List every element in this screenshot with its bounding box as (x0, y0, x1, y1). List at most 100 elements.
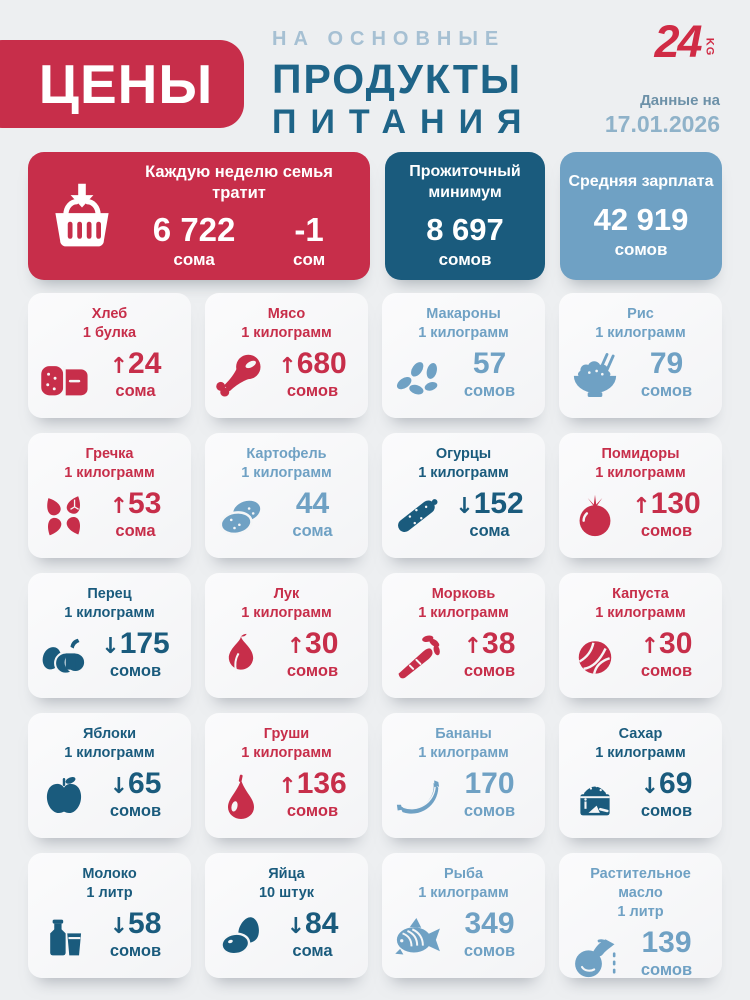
product-card: Макароны 1 килограмм 57 сомов (382, 293, 545, 418)
product-name: Сахар (618, 726, 663, 742)
product-price-row: 139 сомов (567, 927, 714, 980)
product-price-value: ↓175 (101, 626, 170, 660)
product-quantity: 1 литр (617, 903, 664, 920)
brand-logo-number: 24 (654, 16, 702, 67)
trend-arrow: ↓ (286, 913, 306, 939)
product-quantity: 1 килограмм (595, 324, 686, 341)
product-card: Огурцы 1 килограмм ↓152 сома (382, 433, 545, 558)
trend-arrow: ↓ (455, 493, 474, 519)
pepper-icon (38, 629, 90, 681)
product-price-unit: сомов (640, 801, 693, 820)
product-quantity: 1 булка (82, 324, 137, 341)
trend-arrow: ↑ (632, 493, 651, 519)
product-price: ↑680 сомов (267, 348, 358, 401)
trend-arrow: ↑ (278, 773, 297, 799)
product-name: Рыба (443, 866, 484, 882)
product-card: Морковь 1 килограмм ↑38 сомов (382, 573, 545, 698)
average-salary-unit: сомов (614, 239, 668, 259)
product-card: Бананы 1 килограмм 170 сомов (382, 713, 545, 838)
trend-arrow: ↑ (278, 353, 297, 379)
average-salary-title: Средняя зарплата (568, 173, 714, 191)
product-quantity: 1 килограмм (418, 744, 509, 761)
page-title-main: ЦЕНЫ (38, 53, 214, 115)
product-quantity: 1 килограмм (595, 464, 686, 481)
product-quantity: 1 килограмм (418, 604, 509, 621)
product-price-unit: сомов (463, 381, 516, 400)
product-card: Сахар 1 килограмм ↓69 сомов (559, 713, 722, 838)
trend-arrow: ↑ (286, 633, 306, 659)
weekly-delta-value: -1 (294, 211, 324, 249)
product-price-value: ↓65 (109, 766, 162, 800)
product-price-row: 44 сома (213, 486, 360, 541)
product-price: ↓65 сомов (90, 766, 181, 821)
product-price: 170 сомов (444, 768, 535, 821)
product-price-value: ↑24 (109, 346, 162, 380)
product-name: Помидоры (601, 446, 680, 462)
product-name: Гречка (85, 446, 134, 462)
product-label: Макароны 1 килограмм (390, 305, 537, 343)
product-label: Яблоки 1 килограмм (36, 725, 183, 763)
product-quantity: 1 килограмм (64, 464, 155, 481)
product-price-unit: сома (115, 381, 156, 400)
apple-icon (38, 769, 90, 821)
product-name: Перец (87, 586, 132, 602)
product-card: Картофель 1 килограмм 44 сома (205, 433, 368, 558)
product-card: Растительное масло 1 литр 139 сомов (559, 853, 722, 980)
product-label: Капуста 1 килограмм (567, 585, 714, 623)
product-price-value: ↓69 (640, 766, 693, 800)
trend-arrow: ↓ (109, 913, 129, 939)
product-price-value: ↓152 (455, 486, 524, 520)
product-price-row: 57 сомов (390, 346, 537, 401)
product-name: Рис (627, 306, 654, 322)
product-price-value: 57 (472, 346, 507, 380)
product-card: Яблоки 1 килограмм ↓65 сомов (28, 713, 191, 838)
fish-icon (392, 909, 444, 961)
product-quantity: 1 килограмм (418, 884, 509, 901)
product-label: Рыба 1 килограмм (390, 865, 537, 903)
product-label: Яйца 10 штук (213, 865, 360, 903)
product-label: Гречка 1 килограмм (36, 445, 183, 483)
product-name: Яйца (268, 866, 305, 882)
product-price-row: ↓152 сома (390, 486, 537, 541)
product-card: Молоко 1 литр ↓58 сомов (28, 853, 191, 978)
product-card: Груши 1 килограмм ↑136 сомов (205, 713, 368, 838)
product-price-row: ↑130 сомов (567, 488, 714, 541)
product-price-row: ↑53 сома (36, 488, 183, 541)
product-price-row: ↑30 сомов (567, 628, 714, 681)
product-card: Капуста 1 килограмм ↑30 сомов (559, 573, 722, 698)
product-label: Лук 1 килограмм (213, 585, 360, 623)
product-price-unit: сомов (109, 801, 162, 820)
product-price: 44 сома (267, 486, 358, 541)
product-card: Рыба 1 килограмм 349 сомов (382, 853, 545, 978)
product-price-row: ↑136 сомов (213, 768, 360, 821)
product-price-value: ↓84 (286, 906, 339, 940)
product-quantity: 1 килограмм (64, 604, 155, 621)
product-name: Морковь (431, 586, 496, 602)
pear-icon (215, 769, 267, 821)
product-price-unit: сомов (286, 801, 339, 820)
product-price-value: ↑38 (463, 626, 516, 660)
product-card: Перец 1 килограмм ↓175 сомов (28, 573, 191, 698)
product-price-row: ↓175 сомов (36, 626, 183, 681)
product-card: Гречка 1 килограмм ↑53 сома (28, 433, 191, 558)
weekly-amount-value: 6 722 (152, 211, 236, 249)
eggs-icon (215, 909, 267, 961)
product-label: Мясо 1 килограмм (213, 305, 360, 343)
product-price-row: ↑30 сомов (213, 628, 360, 681)
trend-arrow: ↑ (463, 633, 483, 659)
product-price: ↑38 сомов (444, 626, 535, 681)
product-card: Помидоры 1 килограмм ↑130 сомов (559, 433, 722, 558)
product-price: 79 сомов (621, 348, 712, 401)
product-price-row: ↓65 сомов (36, 766, 183, 821)
brand-logo-24kg: 24 KG (654, 16, 718, 67)
date-label: Данные на (640, 92, 720, 109)
product-price-value: 44 (295, 486, 330, 520)
product-price: ↑30 сомов (621, 628, 712, 681)
product-price: 349 сомов (444, 908, 535, 961)
product-name: Лук (273, 586, 300, 602)
product-label: Груши 1 килограмм (213, 725, 360, 763)
product-price-unit: сомов (286, 661, 339, 680)
data-date-block: Данные на 17.01.2026 (605, 92, 720, 138)
summary-row: Каждую неделю семья тратит 6 722 сома -1… (0, 152, 750, 280)
